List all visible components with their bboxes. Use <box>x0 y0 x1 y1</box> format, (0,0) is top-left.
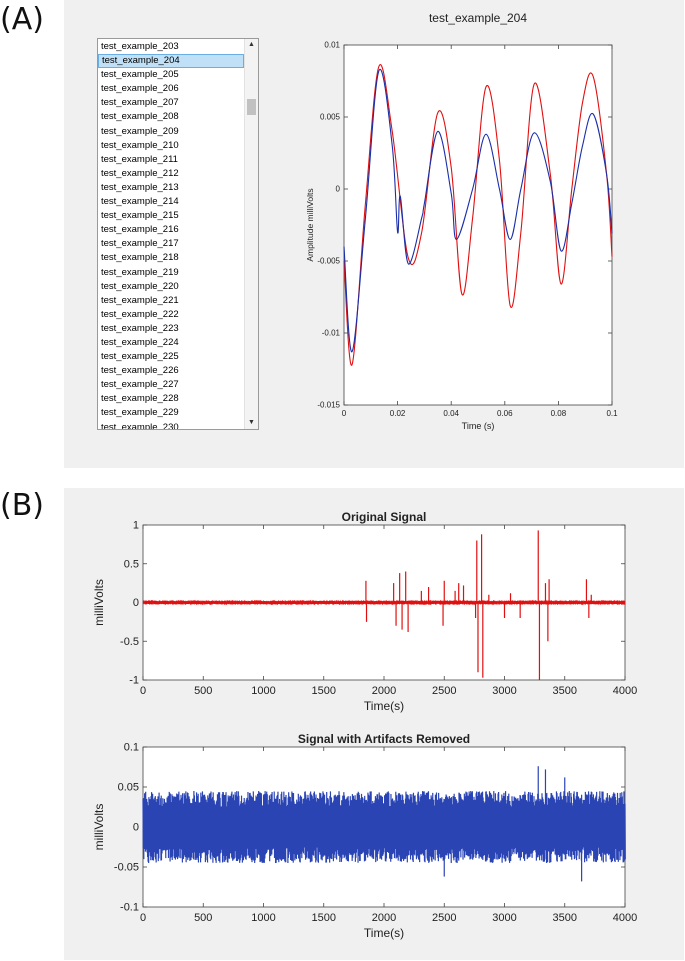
x-tick-label: 0.08 <box>551 409 567 418</box>
list-item[interactable]: test_example_207 <box>101 97 179 109</box>
x-tick-label: 0.1 <box>606 409 618 418</box>
y-tick-label: 0.01 <box>324 41 340 50</box>
x-tick-label: 0 <box>342 409 347 418</box>
list-item[interactable]: test_example_209 <box>101 125 179 137</box>
list-item[interactable]: test_example_218 <box>101 252 179 264</box>
x-tick-label: 3500 <box>553 685 577 697</box>
list-item[interactable]: test_example_214 <box>101 196 179 208</box>
x-tick-label: 2000 <box>372 685 396 697</box>
list-item[interactable]: test_example_221 <box>101 294 179 306</box>
list-item[interactable]: test_example_227 <box>101 379 179 391</box>
listbox-items: test_example_203 test_example_204 test_exa… <box>98 40 244 430</box>
list-item[interactable]: test_example_205 <box>101 69 179 81</box>
list-item[interactable]: test_example_230 <box>101 421 179 430</box>
list-item[interactable]: test_example_226 <box>101 365 179 377</box>
x-tick-label: 1000 <box>251 685 275 697</box>
y-tick-label: -0.1 <box>120 902 139 914</box>
x-tick-label: 0 <box>140 685 146 697</box>
list-item[interactable]: test_example_228 <box>101 393 179 405</box>
x-tick-label: 4000 <box>613 685 637 697</box>
list-item[interactable]: test_example_220 <box>101 280 179 292</box>
panel-label-a: (A) <box>0 2 44 37</box>
y-axis-label: milliVolts <box>92 804 106 851</box>
x-tick-label: 0.06 <box>497 409 513 418</box>
list-item[interactable]: test_example_210 <box>101 139 179 151</box>
list-item[interactable]: test_example_225 <box>101 351 179 363</box>
x-tick-label: 500 <box>194 912 212 924</box>
x-axis-label: Time(s) <box>364 926 404 940</box>
x-tick-label: 2000 <box>372 912 396 924</box>
y-tick-label: 0.5 <box>124 558 139 570</box>
scroll-down-arrow-icon[interactable]: ▼ <box>248 419 255 426</box>
chart-title: test_example_204 <box>429 11 527 25</box>
list-item[interactable]: test_example_224 <box>101 336 179 348</box>
y-tick-label: 0 <box>336 185 341 194</box>
list-item[interactable]: test_example_215 <box>101 210 179 222</box>
list-item[interactable]: test_example_217 <box>101 238 179 250</box>
listbox-scrollbar[interactable]: ▲ ▼ <box>244 39 258 429</box>
x-tick-label: 500 <box>194 685 212 697</box>
y-tick-label: 0.005 <box>320 113 341 122</box>
panel-label-b: (B) <box>0 488 44 523</box>
list-item[interactable]: test_example_223 <box>101 322 179 334</box>
signal-trace <box>142 791 626 864</box>
x-tick-label: 1000 <box>251 912 275 924</box>
x-tick-label: 0.04 <box>443 409 459 418</box>
y-tick-label: -0.015 <box>317 401 340 410</box>
y-tick-label: -0.05 <box>114 862 139 874</box>
y-axis-label: milliVolts <box>92 579 106 626</box>
y-tick-label: -0.005 <box>317 257 340 266</box>
x-tick-label: 3500 <box>553 912 577 924</box>
list-item[interactable]: test_example_208 <box>101 111 179 123</box>
scroll-thumb[interactable] <box>247 99 256 115</box>
y-tick-label: -0.5 <box>120 636 139 648</box>
x-tick-label: 3000 <box>492 912 516 924</box>
y-tick-label: 0 <box>133 597 139 609</box>
list-item[interactable]: test_example_211 <box>101 153 178 165</box>
y-tick-label: 0.1 <box>124 742 139 754</box>
x-axis-label: Time (s) <box>462 421 495 431</box>
chart-title: Original Signal <box>342 510 427 524</box>
list-item[interactable]: test_example_219 <box>101 266 179 278</box>
y-tick-label: 0.05 <box>118 782 139 794</box>
list-item[interactable]: test_example_212 <box>101 167 179 179</box>
x-tick-label: 2500 <box>432 912 456 924</box>
y-axis-label: Amplitude milliVolts <box>305 188 315 261</box>
chart-title: Signal with Artifacts Removed <box>298 732 470 746</box>
list-item[interactable]: test_example_203 <box>101 41 179 52</box>
list-item[interactable]: test_example_216 <box>101 224 179 236</box>
y-tick-label: 0 <box>133 822 139 834</box>
list-item[interactable]: test_example_204 <box>98 54 244 69</box>
x-tick-label: 3000 <box>492 685 516 697</box>
x-axis-label: Time(s) <box>364 699 404 713</box>
list-item[interactable]: test_example_229 <box>101 407 179 419</box>
series-line-red <box>343 64 613 366</box>
scroll-up-arrow-icon[interactable]: ▲ <box>248 41 255 48</box>
x-tick-label: 0.02 <box>390 409 406 418</box>
x-tick-label: 1500 <box>312 912 336 924</box>
x-tick-label: 2500 <box>432 685 456 697</box>
example-listbox[interactable]: test_example_203 test_example_204 test_exa… <box>97 38 259 430</box>
y-tick-label: -0.01 <box>322 329 341 338</box>
list-item[interactable]: test_example_206 <box>101 83 179 95</box>
y-tick-label: -1 <box>129 675 139 687</box>
list-item[interactable]: test_example_222 <box>101 308 179 320</box>
plot-area <box>343 44 613 406</box>
x-tick-label: 4000 <box>613 912 637 924</box>
x-tick-label: 0 <box>140 912 146 924</box>
x-tick-label: 1500 <box>312 685 336 697</box>
series-line-blue <box>343 68 613 353</box>
y-tick-label: 1 <box>133 520 139 532</box>
signal-trace <box>142 600 626 605</box>
list-item[interactable]: test_example_213 <box>101 181 179 193</box>
